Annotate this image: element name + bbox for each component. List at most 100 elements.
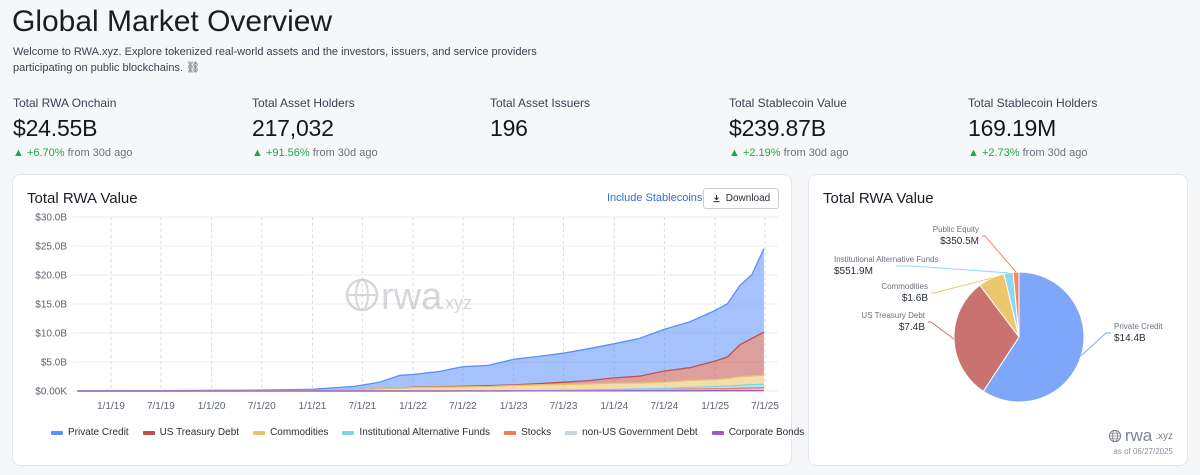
x-tick-label: 1/1/25	[701, 401, 729, 412]
area-private-credit	[77, 248, 764, 391]
legend-swatch	[142, 430, 155, 435]
pie-label-value: $1.6B	[902, 293, 928, 304]
pie-label-name: Private Credit	[1114, 322, 1163, 331]
include-stablecoins-toggle[interactable]: Include Stablecoins	[607, 192, 703, 204]
stat-change: ▲ +6.70% from 30d ago	[13, 147, 243, 159]
change-suffix: from 30d ago	[783, 147, 849, 159]
area-chart: $0.00K $5.0B $10.0B $15.0B $20.0B $25.0B $30.0…	[35, 213, 779, 413]
legend-swatch	[504, 430, 517, 435]
legend-item[interactable]: Commodities	[253, 427, 328, 438]
watermark: rwa.xyz	[345, 276, 472, 318]
change-suffix: from 30d ago	[312, 147, 378, 159]
as-of-date: as of 06/27/2025	[1113, 447, 1173, 456]
stat-stablecoin-holders: Total Stablecoin Holders 169.19M ▲ +2.73…	[968, 96, 1198, 159]
y-tick-label: $20.0B	[35, 271, 67, 282]
pie-label-name: Institutional Alternative Funds	[834, 255, 939, 264]
stat-value: 217,032	[252, 115, 334, 141]
watermark-globe-icon	[345, 278, 379, 312]
pie-slice-us-treasury-debt	[953, 284, 1020, 393]
pie-leader-commodities	[931, 277, 992, 294]
legend-swatch	[51, 430, 63, 435]
pie-card-title: Total RWA Value	[823, 190, 934, 207]
x-tick-label: 7/1/24	[650, 401, 678, 412]
pie-label-name: Public Equity	[933, 225, 979, 234]
x-tick-label: 1/1/19	[97, 401, 125, 412]
pie-label-value: $551.9M	[834, 266, 873, 277]
x-tick-label: 1/1/21	[299, 401, 327, 412]
stat-change: ▲ +2.73% from 30d ago	[968, 147, 1198, 159]
x-tick-label: 7/1/21	[348, 401, 376, 412]
legend-item[interactable]: Stocks	[504, 427, 551, 438]
legend-label: Private Credit	[68, 427, 129, 438]
area-legend: Private Credit US Treasury Debt Commoditie…	[51, 427, 804, 438]
stat-asset-holders: Total Asset Holders 217,032 ▲ +91.56% fr…	[252, 96, 482, 159]
stat-change: ▲ +91.56% from 30d ago	[252, 147, 482, 159]
change-up: ▲ +6.70%	[13, 147, 65, 159]
logo-suffix: .xyz	[1155, 430, 1173, 442]
y-tick-label: $0.00K	[35, 387, 67, 398]
area-commodities	[77, 375, 764, 391]
y-tick-label: $5.0B	[41, 358, 67, 369]
stat-label: Total RWA Onchain	[13, 96, 117, 110]
pie-label-name: Commodities	[881, 282, 928, 291]
pie-footer: rwa .xyz as of 06/27/2025	[1108, 426, 1173, 456]
y-tick-label: $25.0B	[35, 242, 67, 253]
stat-value: 169.19M	[968, 115, 1057, 141]
legend-item[interactable]: Institutional Alternative Funds	[342, 427, 490, 438]
stat-label: Total Asset Issuers	[490, 96, 591, 110]
legend-swatch	[565, 430, 578, 435]
watermark-text: rwa	[381, 276, 443, 318]
pie-leader-private-credit	[1080, 332, 1111, 356]
pie-label-value: $7.4B	[899, 322, 925, 333]
y-tick-label: $30.0B	[35, 213, 67, 224]
y-tick-label: $10.0B	[35, 329, 67, 340]
x-tick-label: 7/1/23	[550, 401, 578, 412]
stat-asset-issuers: Total Asset Issuers 196	[490, 96, 720, 142]
x-tick-label: 1/1/24	[600, 401, 628, 412]
stat-stablecoin-value: Total Stablecoin Value $239.87B ▲ +2.19%…	[729, 96, 959, 159]
stat-value: 196	[490, 115, 528, 141]
page-subtitle: Welcome to RWA.xyz. Explore tokenized re…	[13, 46, 537, 74]
pie-leader-us-treasury-debt	[928, 321, 955, 340]
rwa-logo: rwa .xyz	[1108, 426, 1173, 446]
pie-slice-private-credit	[982, 271, 1085, 403]
pie-leader-public-equity	[982, 235, 1017, 273]
stat-value: $239.87B	[729, 115, 826, 141]
x-tick-label: 1/1/20	[198, 401, 226, 412]
legend-item[interactable]: US Treasury Debt	[142, 427, 240, 438]
rwa-pie-card: Total RWA Value Private Credit $14.4B US T…	[808, 174, 1188, 466]
watermark-globe-meridian	[355, 279, 369, 311]
change-suffix: from 30d ago	[67, 147, 133, 159]
pie-label-name: US Treasury Debt	[861, 311, 925, 320]
line-commodities	[77, 374, 764, 392]
pie-leader-institutional-alternative-funds	[896, 265, 1009, 274]
pie-label-value: $350.5M	[940, 236, 979, 247]
stat-total-rwa: Total RWA Onchain $24.55B ▲ +6.70% from …	[13, 96, 243, 159]
change-up: ▲ +91.56%	[252, 147, 310, 159]
change-up: ▲ +2.73%	[968, 147, 1020, 159]
change-suffix: from 30d ago	[1022, 147, 1088, 159]
page-title: Global Market Overview	[12, 5, 333, 38]
legend-label: US Treasury Debt	[159, 427, 240, 438]
download-label: Download	[725, 193, 771, 204]
change-up: ▲ +2.19%	[729, 147, 781, 159]
pie-chart: Private Credit $14.4B US Treasury Debt $7.4…	[834, 225, 1163, 403]
x-tick-label: 7/1/20	[248, 401, 276, 412]
download-icon	[713, 194, 720, 203]
logo-text: rwa	[1124, 426, 1153, 445]
stat-label: Total Stablecoin Value	[729, 96, 847, 110]
download-button[interactable]: Download	[703, 188, 779, 209]
watermark-suffix: .xyz	[440, 293, 472, 313]
legend-label: non-US Government Debt	[582, 427, 698, 438]
legend-swatch	[711, 430, 724, 435]
legend-label: Institutional Alternative Funds	[359, 427, 491, 438]
legend-item[interactable]: Private Credit	[51, 427, 129, 438]
legend-label: Corporate Bonds	[728, 427, 805, 438]
legend-item[interactable]: Corporate Bonds	[711, 427, 805, 438]
x-tick-label: 1/1/22	[399, 401, 427, 412]
y-tick-label: $15.0B	[35, 300, 67, 311]
pie-label-value: $14.4B	[1114, 333, 1146, 344]
line-private-credit	[77, 248, 765, 392]
x-tick-label: 7/1/22	[449, 401, 477, 412]
legend-item[interactable]: non-US Government Debt	[565, 427, 698, 438]
